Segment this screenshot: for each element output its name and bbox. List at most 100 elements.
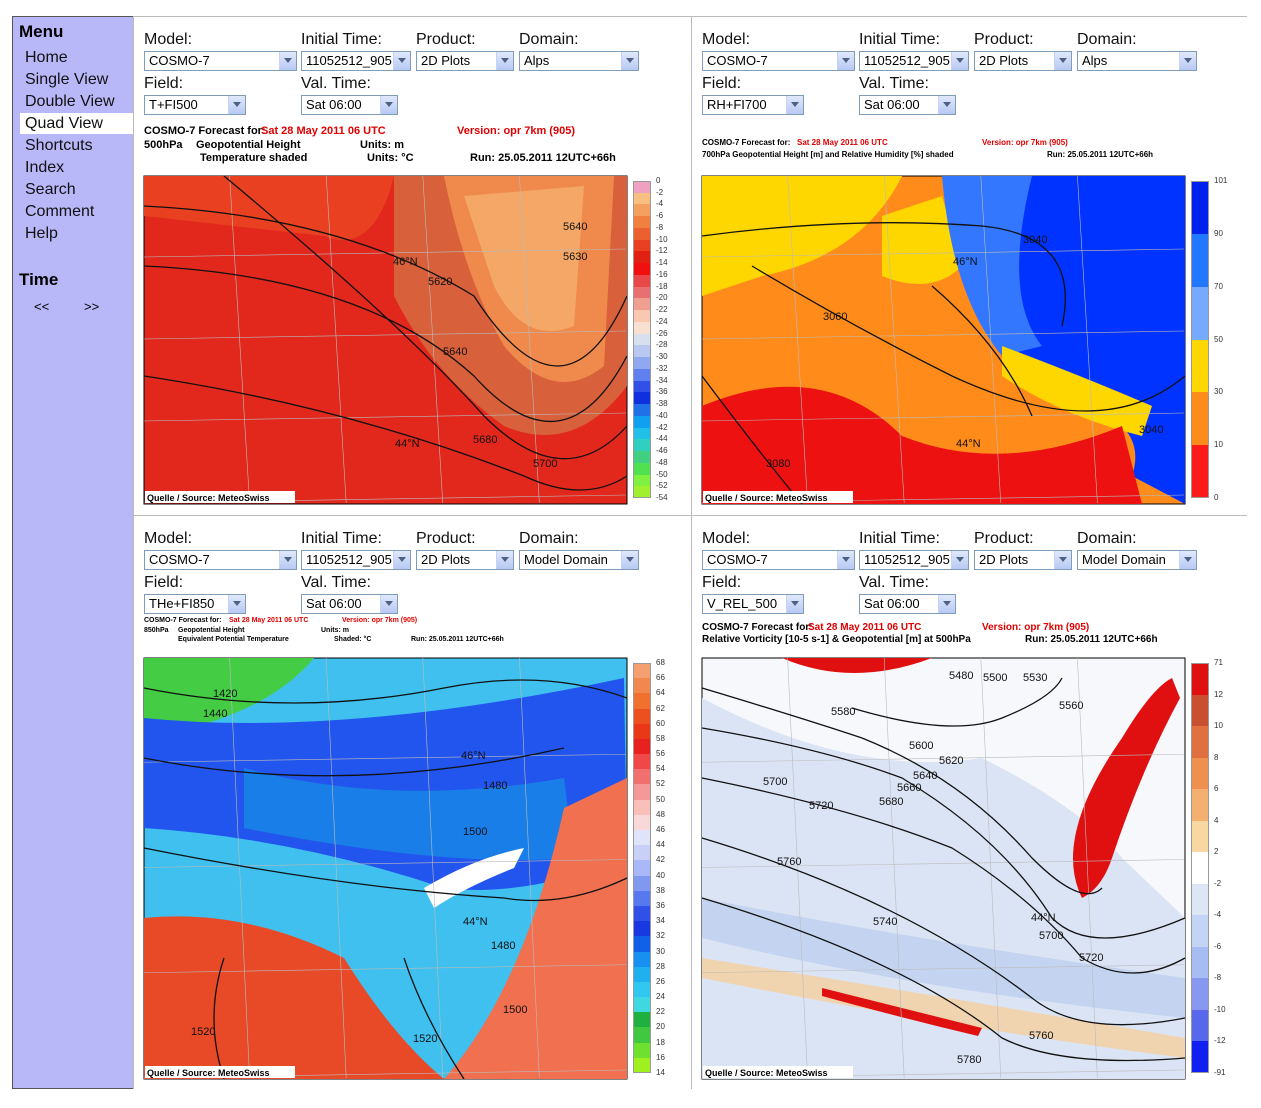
- colorbar-label: -24: [656, 316, 668, 326]
- select-arrow: [951, 551, 968, 569]
- colorbar-swatch: [633, 708, 651, 725]
- field-label: Initial Time:: [301, 530, 382, 547]
- menu-item[interactable]: Shortcuts: [25, 137, 93, 154]
- menu-item[interactable]: Search: [25, 181, 76, 198]
- colorbar-swatch: [633, 966, 651, 983]
- contour-line: [143, 679, 628, 704]
- colorbar-label: 0: [1214, 493, 1219, 502]
- colorbar-label: 46: [656, 825, 665, 835]
- colorbar-swatch: [633, 738, 651, 755]
- select[interactable]: COSMO-7: [702, 550, 855, 570]
- contour-label: 44°N: [463, 916, 488, 928]
- colorbar-label: -46: [656, 446, 668, 456]
- colorbar-swatch: [633, 921, 651, 937]
- contour-line: [701, 777, 1186, 974]
- map-graticule: [143, 412, 627, 422]
- colorbar-swatch: [633, 404, 651, 417]
- field-label: Val. Time:: [859, 574, 929, 591]
- select[interactable]: Sat 06:00: [859, 95, 956, 115]
- field-label: Initial Time:: [859, 530, 940, 547]
- select-value: Alps: [1082, 53, 1108, 68]
- select[interactable]: Sat 06:00: [859, 594, 956, 614]
- select[interactable]: Sat 06:00: [301, 95, 398, 115]
- contour-label: 5580: [831, 706, 855, 718]
- menu-item[interactable]: Quad View: [25, 115, 103, 132]
- select[interactable]: COSMO-7: [144, 51, 297, 71]
- select[interactable]: 11052512_905: [301, 550, 411, 570]
- select[interactable]: 2D Plots: [416, 51, 514, 71]
- colorbar-swatch: [633, 890, 651, 907]
- plot-header-text: Relative Vorticity [10-5 s-1] & Geopoten…: [702, 634, 971, 645]
- select-value: 2D Plots: [421, 552, 471, 567]
- contour-line: [851, 677, 1063, 727]
- select[interactable]: Sat 06:00: [301, 594, 398, 614]
- menu-item[interactable]: Home: [25, 49, 68, 66]
- select-arrow: [938, 96, 955, 114]
- colorbar-swatch: [633, 380, 651, 393]
- select[interactable]: 11052512_905: [859, 550, 969, 570]
- colorbar-label: -26: [656, 328, 668, 338]
- select[interactable]: 2D Plots: [974, 51, 1072, 71]
- weather-map: 3040 3060 3080 3040 46°N 44°N Quelle / Source:…: [701, 175, 1186, 505]
- select[interactable]: RH+FI700: [702, 95, 804, 115]
- select[interactable]: THe+FI850: [144, 594, 246, 614]
- time-next[interactable]: >>: [84, 299, 100, 314]
- colorbar-label: 12: [1214, 689, 1223, 699]
- colorbar-swatch: [633, 1042, 651, 1059]
- colorbar-swatch: [633, 784, 651, 801]
- select[interactable]: Alps: [519, 51, 639, 71]
- map-graticule: [229, 657, 250, 1079]
- plot-header-text: Run: 25.05.2011 12UTC+66h: [411, 636, 504, 643]
- colorbar-label: 34: [656, 916, 665, 926]
- map-region: [1002, 346, 1152, 436]
- menu-item[interactable]: Index: [25, 159, 65, 176]
- colorbar-label: -4: [656, 199, 664, 209]
- select-value: 11052512_905: [306, 552, 392, 567]
- select[interactable]: 11052512_905: [859, 51, 969, 71]
- field-label: Domain:: [1077, 530, 1137, 547]
- select[interactable]: 2D Plots: [416, 550, 514, 570]
- contour-label: 44°N: [956, 438, 981, 450]
- map-graticule: [143, 859, 627, 868]
- field-label: Val. Time:: [859, 75, 929, 92]
- colorbar-label: 30: [1214, 387, 1223, 397]
- select-value: T+FI500: [149, 97, 198, 112]
- map-graticule: [883, 657, 905, 1079]
- select[interactable]: 2D Plots: [974, 550, 1072, 570]
- menu-item[interactable]: Double View: [25, 93, 115, 110]
- map-region: [244, 768, 574, 860]
- colorbar-swatch: [633, 239, 651, 252]
- colorbar-label: -6: [656, 211, 664, 221]
- select[interactable]: Model Domain: [1077, 550, 1197, 570]
- select[interactable]: COSMO-7: [144, 550, 297, 570]
- plot-header-text: Shaded: °C: [334, 636, 372, 643]
- plot-header-text: COSMO-7 Forecast for:: [144, 125, 266, 137]
- select[interactable]: COSMO-7: [702, 51, 855, 71]
- colorbar-swatch: [633, 439, 651, 452]
- select[interactable]: Model Domain: [519, 550, 639, 570]
- plot-header-text: Run: 25.05.2011 12UTC+66h: [1047, 150, 1154, 159]
- field-label: Field:: [144, 574, 184, 591]
- contour-line: [143, 375, 628, 491]
- colorbar-label: 26: [656, 976, 665, 986]
- time-prev[interactable]: <<: [34, 299, 50, 314]
- select[interactable]: Alps: [1077, 51, 1197, 71]
- field-label: Model:: [144, 530, 193, 547]
- field-label: Model:: [702, 530, 751, 547]
- menu-item[interactable]: Single View: [25, 71, 109, 88]
- select[interactable]: T+FI500: [144, 95, 246, 115]
- contour-line: [701, 897, 1186, 1062]
- menu-item[interactable]: Help: [25, 225, 58, 242]
- select[interactable]: V_REL_500: [702, 594, 804, 614]
- menu-item[interactable]: Comment: [25, 203, 95, 220]
- field-label: Initial Time:: [301, 31, 382, 48]
- map-region: [464, 186, 584, 331]
- colorbar-swatch: [1191, 1009, 1209, 1042]
- select-arrow: [837, 551, 854, 569]
- field-label: Model:: [702, 31, 751, 48]
- select-arrow: [1054, 551, 1071, 569]
- field-label: Initial Time:: [859, 31, 940, 48]
- select[interactable]: 11052512_905: [301, 51, 411, 71]
- colorbar-label: 42: [656, 855, 665, 865]
- menu-active-bg: [20, 113, 133, 134]
